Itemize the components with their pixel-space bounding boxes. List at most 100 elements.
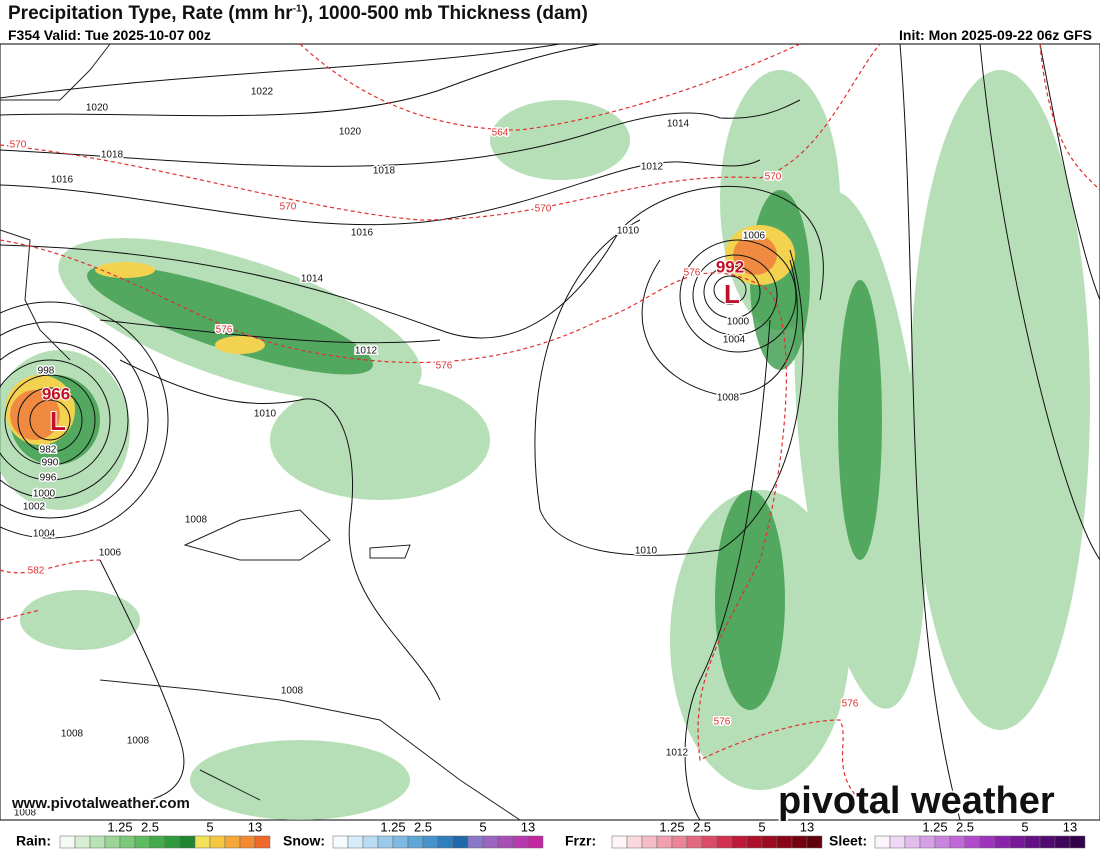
precip-orange xyxy=(10,235,777,440)
thickness-label: 576 xyxy=(216,325,233,336)
isobar-label: 1008 xyxy=(127,736,150,747)
isobar-label: 1010 xyxy=(617,226,640,237)
isobar-label: 996 xyxy=(40,473,57,484)
legend-swatch xyxy=(949,835,966,849)
thickness-label: 570 xyxy=(280,202,297,213)
legend-swatch xyxy=(179,835,196,849)
legend-swatch xyxy=(701,835,718,849)
legend-tick: 2.5 xyxy=(956,819,974,834)
legend-swatch xyxy=(919,835,936,849)
isobar-label: 1014 xyxy=(301,274,324,285)
thickness-label: 576 xyxy=(684,268,701,279)
legend-name: Frzr: xyxy=(565,833,596,849)
legend-swatch xyxy=(377,835,394,849)
legend-swatch xyxy=(59,835,76,849)
low-rings xyxy=(0,239,797,539)
isobar-label: 1016 xyxy=(51,175,74,186)
legend-tick: 13 xyxy=(800,819,814,834)
legend-swatch xyxy=(527,835,544,849)
legend: Rain: 1.25 2.5 5 13 Snow: 1.25 2.5 5 13 Frzr: 1.25 2… xyxy=(0,819,1100,850)
isobar-label: 982 xyxy=(40,445,57,456)
legend-swatch xyxy=(347,835,364,849)
legend-swatch xyxy=(104,835,121,849)
legend-swatch xyxy=(482,835,499,849)
title-text: ), 1000-500 mb Thickness (dam) xyxy=(301,3,588,24)
legend-tick: 2.5 xyxy=(693,819,711,834)
isobar-label: 998 xyxy=(38,366,55,377)
isobar-label: 1004 xyxy=(723,335,746,346)
legend-swatch xyxy=(437,835,454,849)
legend-swatch xyxy=(791,835,808,849)
isobar-label: 1016 xyxy=(351,228,374,239)
isobar-label: 1004 xyxy=(33,529,56,540)
legend-tick: 13 xyxy=(248,819,262,834)
legend-swatch xyxy=(407,835,424,849)
thickness-label: 576 xyxy=(842,699,859,710)
legend-swatch xyxy=(149,835,166,849)
legend-swatch xyxy=(994,835,1011,849)
isobar-label: 1012 xyxy=(666,748,689,759)
isobar-label: 1012 xyxy=(355,346,378,357)
coastlines xyxy=(0,43,521,821)
legend-swatch xyxy=(362,835,379,849)
isobar-labels: 1022 1020 1020 1018 1018 1016 1016 1014 1014 1012… xyxy=(12,85,767,820)
legend-swatch xyxy=(731,835,748,849)
isobar-label: 1014 xyxy=(667,119,690,130)
legend-tick: 1.25 xyxy=(659,819,684,834)
legend-tick: 5 xyxy=(479,819,486,834)
legend-swatch xyxy=(1039,835,1056,849)
legend-tick: 13 xyxy=(521,819,535,834)
legend-swatch xyxy=(1069,835,1086,849)
legend-swatch xyxy=(626,835,643,849)
legend-swatch xyxy=(119,835,136,849)
legend-swatch xyxy=(422,835,439,849)
legend-swatch xyxy=(332,835,349,849)
low-symbol: L xyxy=(724,279,740,309)
legend-swatch xyxy=(1054,835,1071,849)
thickness-label: 564 xyxy=(492,128,509,139)
legend-swatch xyxy=(512,835,529,849)
legend-swatch xyxy=(806,835,823,849)
legend-tick: 13 xyxy=(1063,819,1077,834)
thickness-labels: 570 564 570 570 570 576 576 576 582 576 576 xyxy=(8,126,860,729)
isobar-label: 1008 xyxy=(14,808,37,819)
low-pressure: 992 xyxy=(716,257,744,276)
thickness-label: 570 xyxy=(765,172,782,183)
isobars xyxy=(0,43,1100,821)
legend-swatch xyxy=(89,835,106,849)
isobar-label: 1018 xyxy=(373,166,396,177)
isobar-label: 1010 xyxy=(635,546,658,557)
legend-name: Snow: xyxy=(283,833,325,849)
legend-swatch xyxy=(452,835,469,849)
isobar-label: 1006 xyxy=(743,231,766,242)
legend-name: Sleet: xyxy=(829,833,867,849)
legend-swatch xyxy=(134,835,151,849)
thickness-label: 570 xyxy=(535,204,552,215)
legend-swatch xyxy=(611,835,628,849)
legend-swatch xyxy=(656,835,673,849)
isobar-label: 1008 xyxy=(185,515,208,526)
thickness-label: 576 xyxy=(436,361,453,372)
legend-swatch xyxy=(392,835,409,849)
legend-swatch xyxy=(979,835,996,849)
legend-tick: 2.5 xyxy=(141,819,159,834)
title-text: Precipitation Type, Rate (mm hr xyxy=(8,3,293,24)
legend-swatch xyxy=(239,835,256,849)
legend-swatch xyxy=(904,835,921,849)
legend-swatch xyxy=(164,835,181,849)
low-symbol: L xyxy=(50,406,66,436)
legend-tick: 1.25 xyxy=(380,819,405,834)
thickness-label: 576 xyxy=(714,717,731,728)
low-pressure: 966 xyxy=(42,384,70,403)
legend-swatch xyxy=(934,835,951,849)
title-sup: -1 xyxy=(292,3,302,15)
legend-swatch xyxy=(889,835,906,849)
isobar-label: 990 xyxy=(42,458,59,469)
isobar-label: 1010 xyxy=(254,409,277,420)
legend-tick: 1.25 xyxy=(107,819,132,834)
legend-tick: 5 xyxy=(206,819,213,834)
low-centers: 966 L 992 L xyxy=(41,256,745,436)
legend-swatch xyxy=(686,835,703,849)
legend-swatch xyxy=(716,835,733,849)
isobar-label: 1000 xyxy=(727,317,750,328)
